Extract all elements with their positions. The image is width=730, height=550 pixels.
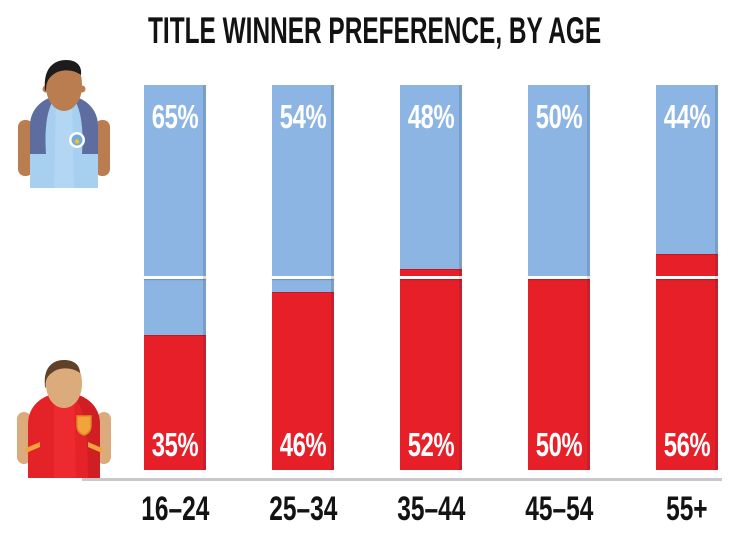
bar-segment-red	[528, 277, 590, 470]
blue-value-label: 44%	[663, 98, 711, 135]
x-axis-label: 16–24	[140, 490, 210, 529]
bar-segment-blue	[528, 85, 590, 277]
x-axis-label-text: 35–44	[396, 490, 466, 528]
x-axis-label-text: 25–34	[268, 490, 338, 528]
bar-group: 54% 46%	[272, 85, 334, 470]
red-value-label: 56%	[663, 426, 711, 463]
red-value-label: 50%	[535, 426, 583, 463]
blue-fan-avatar	[14, 60, 114, 188]
bar-segment-blue	[656, 85, 718, 254]
x-axis-label: 45–54	[524, 490, 594, 529]
blue-value-label: 54%	[279, 98, 327, 135]
x-axis-label: 25–34	[268, 490, 338, 529]
red-fan-icon	[17, 360, 111, 478]
bar-segment-blue	[400, 85, 462, 270]
axis-baseline	[82, 478, 722, 481]
bar-segment-red	[656, 253, 718, 470]
blue-value-label: 65%	[151, 98, 199, 135]
bar-segment-blue	[272, 85, 334, 293]
blue-fan-icon	[18, 60, 110, 188]
x-axis-labels: 16–24 25–34 35–44 45–54 55+	[140, 490, 718, 529]
x-axis-label: 35–44	[396, 490, 466, 529]
red-value-label: 52%	[407, 426, 455, 463]
blue-value-label: 48%	[407, 98, 455, 135]
x-axis-label-text: 16–24	[140, 490, 210, 528]
bar-group: 65% 35%	[144, 85, 206, 470]
x-axis-label-text: 55+	[666, 490, 708, 528]
blue-value-label: 50%	[535, 98, 583, 135]
bar-group: 44% 56%	[656, 85, 718, 470]
red-value-label: 46%	[279, 426, 327, 463]
bar-segment-red	[400, 269, 462, 470]
bar-segment-red	[144, 334, 206, 470]
bar-group: 48% 52%	[400, 85, 462, 470]
chart-title: TITLE WINNER PREFERENCE, BY AGE	[148, 10, 602, 51]
red-value-label: 35%	[151, 426, 199, 463]
bar-segment-blue	[144, 85, 206, 335]
x-axis-label-text: 45–54	[524, 490, 594, 528]
bar-group: 50% 50%	[528, 85, 590, 470]
bar-segment-red	[272, 292, 334, 470]
red-fan-avatar	[13, 360, 115, 478]
x-axis-label: 55+	[656, 490, 718, 529]
bar-chart: 65% 35% 54% 46% 48% 52% 50% 50% 44% 56%	[144, 85, 718, 470]
